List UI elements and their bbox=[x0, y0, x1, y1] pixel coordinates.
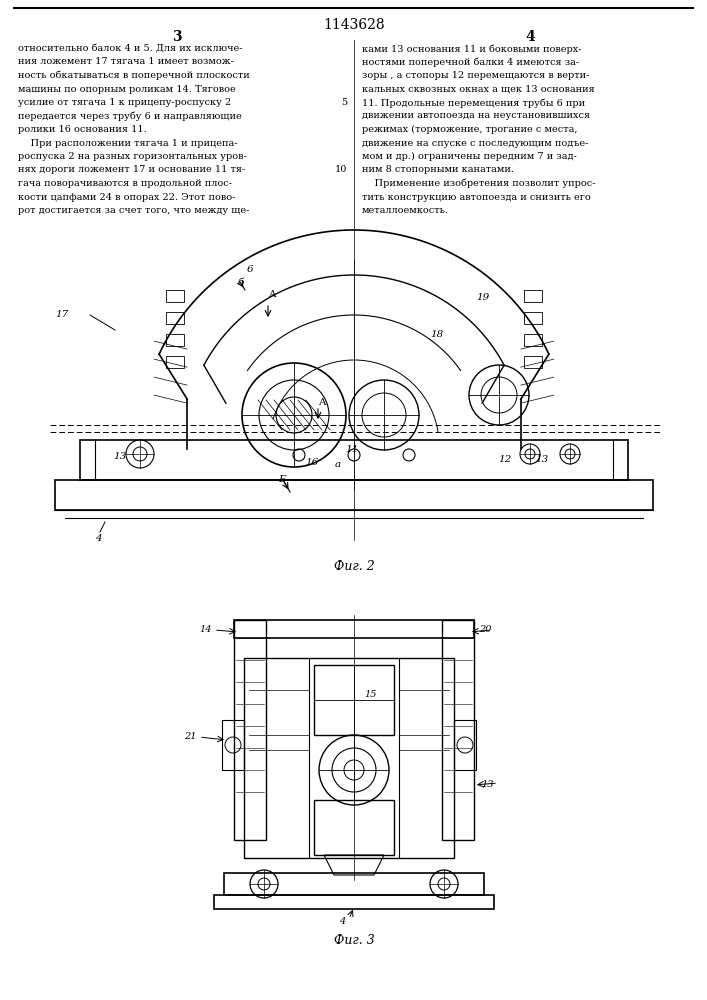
Text: ностями поперечной балки 4 имеются за-: ностями поперечной балки 4 имеются за- bbox=[362, 57, 579, 67]
Bar bbox=[442, 620, 474, 840]
Bar bbox=[214, 895, 494, 909]
Text: Фиг. 3: Фиг. 3 bbox=[334, 934, 375, 947]
Bar bbox=[55, 480, 653, 510]
Text: 10: 10 bbox=[334, 165, 347, 174]
Text: 4: 4 bbox=[525, 30, 535, 44]
Bar bbox=[222, 720, 244, 770]
Bar bbox=[234, 620, 266, 840]
Text: 13: 13 bbox=[481, 780, 493, 789]
Bar bbox=[454, 720, 476, 770]
Text: 19: 19 bbox=[476, 293, 489, 302]
Text: 5: 5 bbox=[341, 98, 347, 107]
Text: 18: 18 bbox=[430, 330, 443, 339]
Text: движение на спуске с последующим подъе-: движение на спуске с последующим подъе- bbox=[362, 138, 588, 147]
Text: 6: 6 bbox=[247, 265, 254, 274]
Text: A: A bbox=[318, 398, 325, 407]
Text: 13: 13 bbox=[535, 455, 548, 464]
Bar bbox=[524, 312, 542, 324]
Text: a: a bbox=[335, 460, 341, 469]
Text: 4: 4 bbox=[339, 917, 345, 926]
Text: машины по опорным роликам 14. Тяговое: машины по опорным роликам 14. Тяговое bbox=[18, 85, 235, 94]
Text: кальных сквозных окнах а щек 13 основания: кальных сквозных окнах а щек 13 основани… bbox=[362, 85, 595, 94]
Text: 1143628: 1143628 bbox=[323, 18, 385, 32]
Text: металлоемкость.: металлоемкость. bbox=[362, 206, 449, 215]
Text: 3: 3 bbox=[173, 30, 182, 44]
Text: нях дороги ложемент 17 и основание 11 тя-: нях дороги ложемент 17 и основание 11 тя… bbox=[18, 165, 245, 174]
Text: 12: 12 bbox=[498, 455, 511, 464]
Text: роспуска 2 на разных горизонтальных уров-: роспуска 2 на разных горизонтальных уров… bbox=[18, 152, 247, 161]
Text: кости цапфами 24 в опорах 22. Этот пово-: кости цапфами 24 в опорах 22. Этот пово- bbox=[18, 192, 235, 202]
Bar bbox=[524, 356, 542, 368]
Bar bbox=[234, 620, 474, 638]
Bar bbox=[314, 800, 394, 855]
Text: ролики 16 основания 11.: ролики 16 основания 11. bbox=[18, 125, 147, 134]
Text: тить конструкцию автопоезда и снизить его: тить конструкцию автопоезда и снизить ег… bbox=[362, 192, 591, 202]
Text: ния ложемент 17 тягача 1 имеет возмож-: ния ложемент 17 тягача 1 имеет возмож- bbox=[18, 57, 234, 66]
Text: режимах (торможение, трогание с места,: режимах (торможение, трогание с места, bbox=[362, 125, 578, 134]
Bar bbox=[166, 290, 184, 302]
Text: зоры , а стопоры 12 перемещаются в верти-: зоры , а стопоры 12 перемещаются в верти… bbox=[362, 71, 590, 80]
Bar bbox=[314, 665, 394, 735]
Text: гача поворачиваются в продольной плос-: гача поворачиваются в продольной плос- bbox=[18, 179, 232, 188]
Text: ним 8 стопорными канатами.: ним 8 стопорными канатами. bbox=[362, 165, 514, 174]
Text: 15: 15 bbox=[364, 690, 377, 699]
Text: ность обкатываться в поперечной плоскости: ность обкатываться в поперечной плоскост… bbox=[18, 71, 250, 81]
Text: движении автопоезда на неустановившихся: движении автопоезда на неустановившихся bbox=[362, 111, 590, 120]
Bar bbox=[166, 312, 184, 324]
Text: 11: 11 bbox=[345, 445, 358, 454]
Bar bbox=[224, 873, 484, 895]
Text: 14: 14 bbox=[199, 625, 211, 634]
Bar bbox=[80, 440, 628, 480]
Text: Применение изобретения позволит упрос-: Применение изобретения позволит упрос- bbox=[362, 179, 595, 188]
Bar bbox=[524, 290, 542, 302]
Text: A: A bbox=[268, 290, 276, 299]
Text: усилие от тягача 1 к прицепу-роспуску 2: усилие от тягача 1 к прицепу-роспуску 2 bbox=[18, 98, 231, 107]
Text: рот достигается за счет того, что между ще-: рот достигается за счет того, что между … bbox=[18, 206, 250, 215]
Text: Фиг. 2: Фиг. 2 bbox=[334, 560, 375, 573]
Text: При расположении тягача 1 и прицепа-: При расположении тягача 1 и прицепа- bbox=[18, 138, 238, 147]
Text: передается через трубу 6 и направляющие: передается через трубу 6 и направляющие bbox=[18, 111, 242, 121]
Bar bbox=[166, 334, 184, 346]
Text: 17: 17 bbox=[55, 310, 69, 319]
Text: 16: 16 bbox=[305, 458, 318, 467]
Text: ками 13 основания 11 и боковыми поверх-: ками 13 основания 11 и боковыми поверх- bbox=[362, 44, 581, 53]
Text: 11. Продольные перемещения трубы 6 при: 11. Продольные перемещения трубы 6 при bbox=[362, 98, 585, 107]
Text: 13: 13 bbox=[113, 452, 127, 461]
Text: 20: 20 bbox=[479, 625, 491, 634]
Text: 21: 21 bbox=[184, 732, 197, 741]
Bar bbox=[166, 356, 184, 368]
Text: мом и др.) ограничены передним 7 и зад-: мом и др.) ограничены передним 7 и зад- bbox=[362, 152, 577, 161]
Bar bbox=[244, 658, 454, 858]
Text: относительно балок 4 и 5. Для их исключе-: относительно балок 4 и 5. Для их исключе… bbox=[18, 44, 243, 53]
Text: Б: Б bbox=[278, 475, 286, 484]
Bar bbox=[524, 334, 542, 346]
Text: 4: 4 bbox=[95, 534, 102, 543]
Text: б: б bbox=[237, 278, 243, 287]
